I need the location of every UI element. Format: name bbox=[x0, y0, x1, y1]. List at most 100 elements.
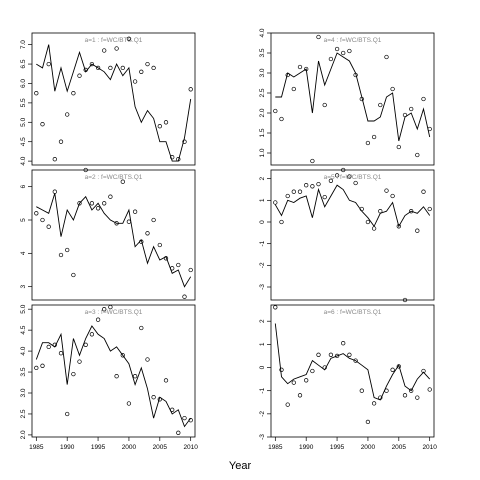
data-point bbox=[95, 65, 101, 71]
data-point bbox=[322, 194, 327, 200]
panel-5: a=3 : f=WC/BTS.Q1 2.0 2.5 3.0 3.5 4.0 4.5 5.0 19… bbox=[20, 304, 198, 451]
data-point bbox=[359, 388, 364, 393]
data-point bbox=[163, 378, 169, 383]
data-point bbox=[114, 374, 119, 379]
data-point bbox=[77, 73, 82, 78]
data-point bbox=[132, 79, 138, 84]
data-point bbox=[279, 116, 284, 122]
data-point bbox=[402, 393, 408, 398]
y-tick-label: 2.0 bbox=[20, 430, 27, 439]
x-tick-label: 1990 bbox=[60, 444, 75, 451]
x-tick-label: 1985 bbox=[268, 444, 283, 451]
data-point bbox=[371, 134, 377, 140]
data-point bbox=[371, 401, 377, 406]
data-point bbox=[89, 332, 95, 337]
data-point bbox=[353, 72, 358, 78]
data-point bbox=[188, 87, 193, 92]
data-point bbox=[151, 65, 156, 71]
y-tick-label: 2 bbox=[259, 176, 266, 180]
y-tick-label: 5 bbox=[20, 218, 27, 222]
data-point bbox=[347, 174, 352, 179]
data-point bbox=[365, 219, 371, 225]
data-point bbox=[126, 36, 132, 41]
series-line bbox=[36, 193, 192, 288]
data-point bbox=[34, 91, 39, 96]
data-point bbox=[304, 378, 309, 383]
data-point bbox=[409, 209, 414, 214]
data-point bbox=[378, 209, 383, 214]
data-point bbox=[402, 297, 408, 303]
data-point bbox=[46, 61, 51, 67]
data-point bbox=[83, 167, 88, 173]
data-point bbox=[384, 388, 389, 393]
y-tick-label: -3 bbox=[259, 434, 266, 440]
data-point bbox=[163, 256, 169, 261]
data-point bbox=[52, 189, 57, 194]
data-point bbox=[310, 368, 315, 374]
data-point bbox=[132, 374, 138, 379]
data-point bbox=[170, 266, 175, 271]
data-point bbox=[58, 252, 64, 258]
data-point bbox=[316, 181, 321, 187]
data-point bbox=[273, 200, 278, 205]
data-point bbox=[285, 193, 290, 199]
panel-3: a=2 : f=WC/BTS.Q1 3 4 5 6 bbox=[20, 167, 196, 301]
data-point bbox=[102, 48, 107, 53]
panel-6: a=6 : f=WC/BTS.Q1 -3 -2 -1 0 1 2 1985 1990 1995 20… bbox=[259, 304, 437, 451]
series-line bbox=[275, 52, 431, 142]
data-point bbox=[71, 272, 76, 278]
data-point bbox=[188, 418, 193, 423]
data-point bbox=[46, 344, 51, 350]
data-point bbox=[151, 395, 156, 400]
x-tick-label: 2000 bbox=[122, 444, 137, 451]
data-point bbox=[347, 48, 352, 54]
data-point bbox=[52, 342, 57, 347]
data-point bbox=[114, 221, 119, 226]
data-point bbox=[421, 368, 426, 374]
y-tick-label: 4.5 bbox=[20, 137, 27, 146]
data-point bbox=[291, 86, 296, 92]
data-point bbox=[188, 267, 193, 273]
data-point bbox=[65, 112, 70, 117]
data-point bbox=[341, 341, 346, 346]
data-point bbox=[310, 158, 315, 164]
panel-frame bbox=[31, 169, 196, 301]
data-point bbox=[157, 242, 162, 248]
data-point bbox=[297, 64, 303, 70]
data-point bbox=[396, 144, 401, 150]
panel-1: a=1 : f=WC/BTS.Q1 4.0 4.5 5.0 5.5 6.0 6.5 7.0 bbox=[20, 32, 196, 166]
data-point bbox=[316, 34, 321, 40]
panel-title: a=1 : f=WC/BTS.Q1 bbox=[85, 37, 143, 44]
data-point bbox=[95, 317, 101, 322]
y-tick-label: 3 bbox=[20, 284, 27, 288]
data-point bbox=[83, 342, 88, 347]
panel-frame bbox=[270, 32, 435, 166]
data-point bbox=[341, 50, 346, 56]
data-point bbox=[285, 402, 290, 407]
data-point bbox=[102, 201, 107, 206]
data-point bbox=[157, 397, 162, 402]
data-point bbox=[71, 91, 76, 96]
data-point bbox=[279, 367, 284, 372]
x-tick-label: 1985 bbox=[29, 444, 44, 451]
data-point bbox=[427, 126, 432, 132]
data-point bbox=[347, 352, 352, 357]
panel-title: a=5 : f=WC/BTS.Q1 bbox=[324, 174, 382, 181]
data-point bbox=[304, 66, 309, 72]
y-tick-label: 1 bbox=[259, 198, 266, 202]
x-axis-label: Year bbox=[228, 460, 252, 472]
y-tick-label: 2.0 bbox=[259, 108, 266, 117]
y-tick-label: 6.0 bbox=[20, 79, 27, 88]
panel-title: a=6 : f=WC/BTS.Q1 bbox=[324, 309, 382, 316]
data-point bbox=[170, 407, 175, 412]
data-point bbox=[77, 201, 82, 206]
data-point bbox=[279, 219, 284, 225]
data-point bbox=[359, 206, 364, 212]
panel-frame bbox=[270, 304, 435, 438]
series-line bbox=[274, 323, 431, 401]
data-point bbox=[170, 155, 175, 160]
data-point bbox=[427, 387, 432, 392]
data-point bbox=[297, 189, 303, 194]
y-tick-label: 4.5 bbox=[20, 325, 27, 334]
data-point bbox=[322, 102, 327, 108]
